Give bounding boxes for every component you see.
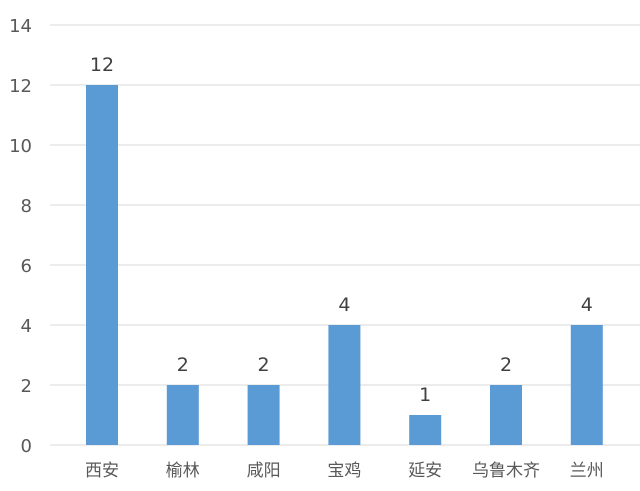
bar	[247, 385, 280, 445]
bar	[86, 85, 118, 445]
data-label: 12	[90, 54, 114, 76]
y-tick-label: 8	[21, 196, 32, 217]
y-tick-label: 10	[9, 136, 32, 157]
y-tick-label: 6	[21, 256, 32, 277]
y-tick-label: 12	[9, 76, 32, 97]
data-label: 4	[338, 294, 350, 316]
bar	[166, 385, 199, 445]
x-tick-label: 榆林	[166, 461, 200, 481]
y-tick-label: 0	[21, 436, 32, 457]
data-label: 2	[258, 354, 270, 376]
x-tick-label: 咸阳	[247, 461, 281, 481]
bar	[570, 325, 603, 445]
y-tick-label: 2	[21, 376, 32, 397]
x-tick-label: 宝鸡	[327, 461, 361, 481]
x-tick-label: 乌鲁木齐	[472, 461, 540, 481]
y-tick-label: 4	[21, 316, 32, 337]
bar	[409, 415, 442, 445]
x-tick-label: 延安	[408, 461, 442, 481]
bar	[328, 325, 361, 445]
data-label: 2	[500, 354, 512, 376]
y-tick-label: 14	[9, 16, 32, 37]
bar	[490, 385, 522, 445]
data-label: 4	[581, 294, 593, 316]
x-tick-label: 西安	[85, 461, 119, 481]
x-tick-label: 兰州	[570, 461, 604, 481]
data-label: 1	[419, 384, 431, 406]
data-label: 2	[177, 354, 189, 376]
